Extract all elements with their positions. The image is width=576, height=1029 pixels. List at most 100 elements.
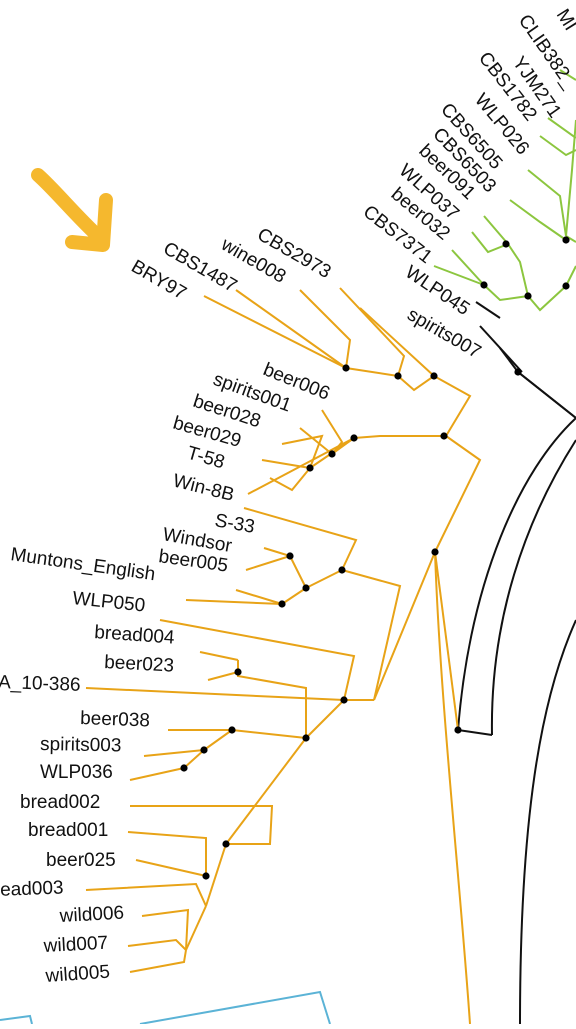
green-branch (565, 119, 576, 237)
tip-label: beer038 (80, 708, 150, 731)
green-branch (509, 199, 567, 241)
node-dot (480, 281, 488, 289)
tip-label: beer023 (104, 652, 175, 677)
orange-branch (129, 767, 185, 781)
orange-branch (235, 289, 347, 369)
orange-branch (141, 908, 190, 951)
orange-branch (185, 905, 207, 951)
node-dot (338, 566, 346, 574)
tip-label: Muntons_English (9, 544, 156, 585)
node-dot (234, 668, 242, 676)
black-branch (499, 347, 519, 373)
tip-labels: MICLIB382_YJM271CBS1782WLP026CBS6505CBS6… (0, 6, 576, 988)
node-dot (350, 434, 358, 442)
tip-label: bread001 (28, 820, 108, 841)
tip-label: beer025 (46, 850, 116, 871)
orange-branch (185, 599, 283, 605)
orange-branch (207, 671, 239, 681)
tip-label: WLP050 (71, 588, 146, 617)
node-dot (562, 282, 570, 290)
green-clade (433, 69, 576, 312)
black-branch (475, 301, 501, 319)
orange-branch (127, 831, 207, 876)
node-dot (302, 734, 310, 742)
tip-label: A_10-386 (0, 672, 81, 696)
orange-branch (341, 569, 402, 701)
orange-branch (231, 729, 307, 739)
green-branch (527, 169, 567, 237)
tip-label: bread002 (20, 792, 100, 813)
node-dot (430, 372, 438, 380)
orange-branch (261, 459, 311, 469)
tip-label: read003 (0, 878, 64, 901)
green-branch (507, 243, 529, 297)
orange-branch (135, 859, 207, 877)
orange-branch (159, 619, 356, 701)
orange-branch (225, 737, 307, 845)
node-dot (562, 236, 570, 244)
node-dot (302, 584, 310, 592)
orange-branch (129, 949, 187, 973)
tip-label: wild006 (58, 903, 124, 927)
node-dot (440, 432, 448, 440)
hand-drawn-arrow-icon (31, 168, 113, 252)
green-branch (547, 117, 576, 139)
node-dot (202, 872, 210, 880)
tip-label: MI (552, 6, 576, 35)
green-branch (539, 135, 576, 157)
orange-clade (85, 287, 482, 973)
orange-branch (305, 699, 345, 739)
orange-branch (203, 729, 233, 751)
orange-branch (433, 375, 472, 437)
node-dot (524, 292, 532, 300)
green-branch (483, 215, 509, 245)
blue-clade-fragment (0, 990, 331, 1025)
orange-branch (235, 589, 283, 605)
tip-label: T-58 (185, 443, 227, 474)
orange-branch (245, 554, 307, 589)
tip-label: Win-8B (171, 470, 237, 505)
orange-branch (85, 882, 207, 907)
orange-branch (281, 587, 307, 605)
orange-branch (199, 651, 239, 661)
black-branch (517, 371, 576, 419)
green-branch (451, 249, 485, 286)
tip-label: spirits003 (40, 734, 122, 756)
root-arcs (434, 371, 576, 1025)
orange-branch (359, 307, 435, 377)
node-dot (200, 746, 208, 754)
orange-branch (305, 569, 343, 589)
orange-branch (397, 375, 435, 392)
node-dot (394, 372, 402, 380)
node-dot (431, 548, 439, 556)
orange-branch (339, 287, 406, 377)
node-dot (328, 450, 336, 458)
orange-branch (183, 749, 205, 769)
node-dot (342, 364, 350, 372)
node-dot (278, 600, 286, 608)
tip-label: spirits007 (404, 304, 485, 363)
green-branch (483, 284, 529, 302)
green-branch (527, 285, 567, 312)
orange-branch (130, 805, 274, 845)
orange-branch (247, 437, 355, 495)
orange-branch (85, 687, 345, 701)
green-branch (559, 69, 576, 81)
node-dot (306, 464, 314, 472)
node-dot (222, 840, 230, 848)
orange-branch (299, 427, 333, 455)
tip-label: wild007 (42, 933, 108, 957)
green-branch (433, 265, 485, 286)
node-markers (180, 236, 570, 880)
orange-branch (143, 749, 205, 757)
orange-branch (205, 843, 227, 907)
orange-branch (243, 507, 358, 571)
node-dot (228, 726, 236, 734)
node-dot (340, 696, 348, 704)
orange-branch (299, 289, 352, 369)
orange-branch (269, 467, 311, 492)
node-dot (454, 726, 462, 734)
orange-branch (281, 434, 324, 469)
